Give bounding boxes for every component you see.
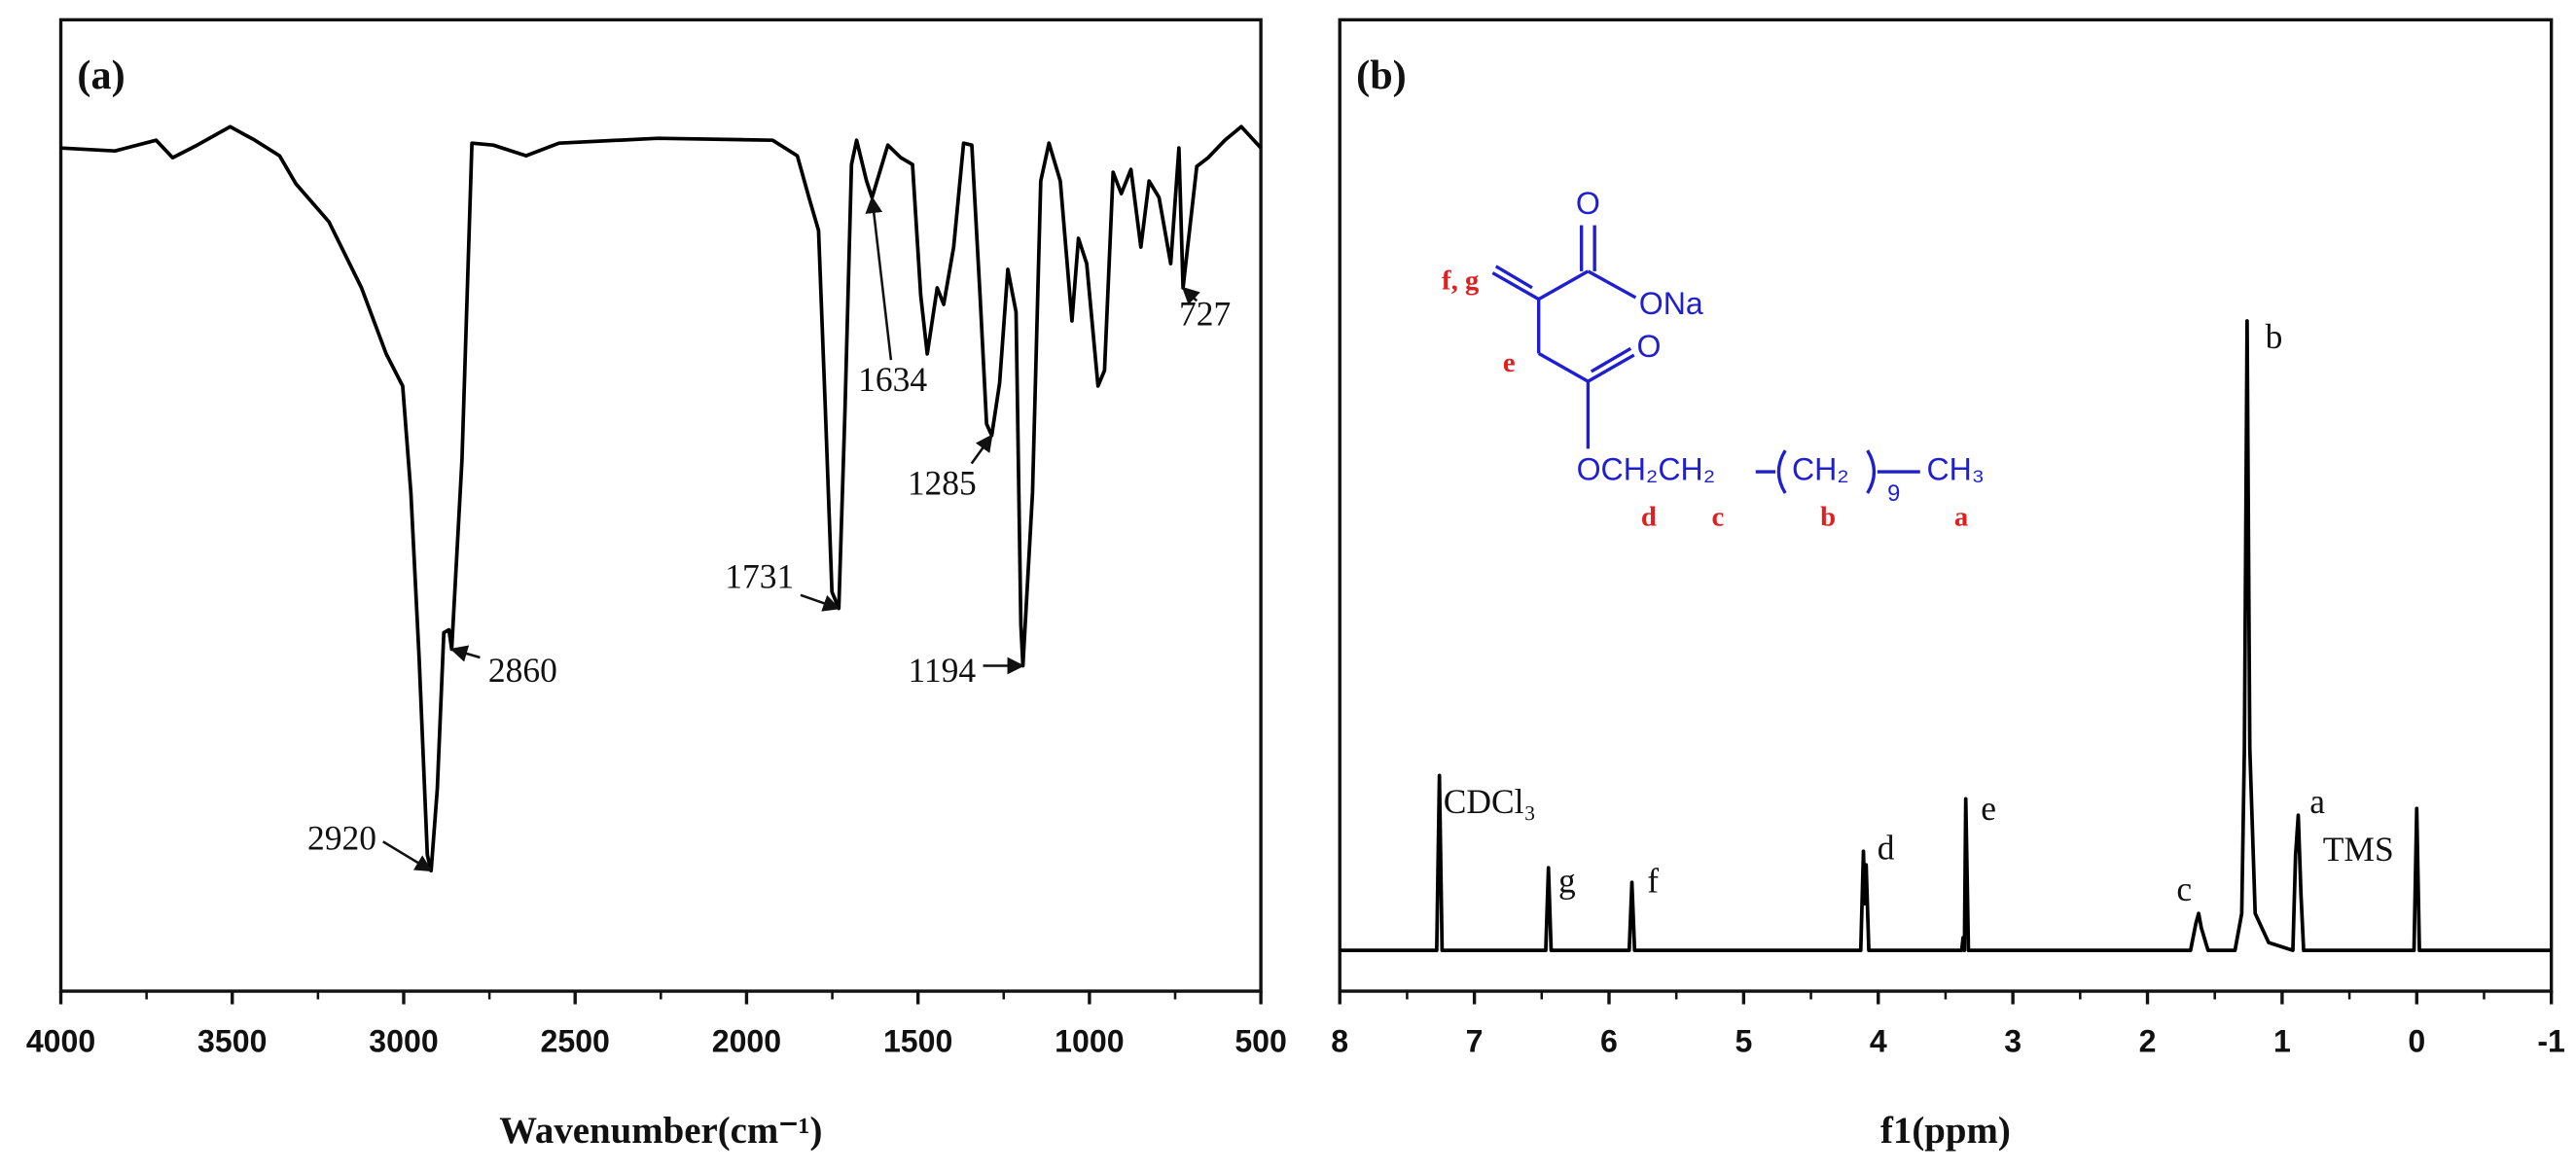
atom: ONa bbox=[1639, 286, 1703, 321]
atom: O bbox=[1636, 329, 1661, 364]
x-axis-title: Wavenumber(cm⁻¹) bbox=[499, 1110, 822, 1152]
x-tick-label: 6 bbox=[1600, 1024, 1618, 1059]
spectrum-line bbox=[1340, 319, 2552, 952]
x-tick-label: 7 bbox=[1466, 1024, 1484, 1059]
peak-label: b bbox=[2266, 317, 2283, 356]
atom: CH₃ bbox=[1927, 452, 1985, 487]
bond bbox=[1590, 346, 1632, 373]
peak-arrow bbox=[970, 434, 993, 465]
peak-label: e bbox=[1981, 789, 1996, 828]
atom: OCH₂CH₂ bbox=[1577, 452, 1716, 487]
peak-label: CDCl₃ bbox=[1444, 782, 1536, 821]
peak-label: a bbox=[2309, 782, 2325, 821]
peak-arrow bbox=[800, 593, 841, 612]
peak-label: 1194 bbox=[908, 651, 976, 690]
x-tick-label: 4 bbox=[1870, 1024, 1887, 1059]
proton-label: f, g bbox=[1442, 265, 1480, 296]
x-tick-label: 2500 bbox=[541, 1024, 610, 1059]
peak-label: 1731 bbox=[725, 557, 794, 596]
peak-label: 2860 bbox=[488, 651, 557, 690]
atom: CH₂ bbox=[1792, 452, 1849, 487]
peak-label: d bbox=[1878, 829, 1895, 868]
peak-arrow bbox=[382, 840, 433, 872]
x-tick-label: -1 bbox=[2537, 1024, 2565, 1059]
bond bbox=[1491, 271, 1540, 302]
bond bbox=[1537, 351, 1590, 383]
atom: 9 bbox=[1887, 481, 1900, 507]
peak-arrow bbox=[865, 195, 893, 361]
spectrum-line bbox=[60, 124, 1263, 873]
bond bbox=[1494, 265, 1533, 290]
bracket bbox=[1776, 449, 1787, 494]
proton-label: b bbox=[1820, 502, 1836, 533]
peak-label: 1285 bbox=[908, 463, 977, 502]
bond bbox=[1587, 353, 1635, 383]
x-tick-label: 4000 bbox=[26, 1024, 95, 1059]
peak-label: c bbox=[2176, 870, 2192, 908]
x-tick-label: 2000 bbox=[712, 1024, 781, 1059]
peak-label: TMS bbox=[2323, 830, 2394, 869]
x-tick-label: 3 bbox=[2004, 1024, 2021, 1059]
x-tick-label: 1500 bbox=[883, 1024, 952, 1059]
peak-label: f bbox=[1647, 861, 1659, 900]
panel-label: (b) bbox=[1356, 53, 1407, 98]
x-tick-label: 8 bbox=[1331, 1024, 1348, 1059]
panel-label: (a) bbox=[77, 53, 125, 98]
peak-label: g bbox=[1558, 861, 1576, 900]
x-tick-label: 2 bbox=[2139, 1024, 2157, 1059]
peak-label: 727 bbox=[1179, 294, 1231, 333]
proton-label: e bbox=[1503, 347, 1516, 378]
chemical-structure: O ONa O OCH₂CH₂ CH₂ 9 CH₃ f, g e d c b a bbox=[1442, 186, 1985, 533]
atom: O bbox=[1576, 186, 1600, 221]
x-axis-title: f1(ppm) bbox=[1880, 1110, 2011, 1152]
peak-arrow bbox=[449, 645, 481, 662]
x-tick-label: 1000 bbox=[1055, 1024, 1124, 1059]
x-tick-label: 3500 bbox=[197, 1024, 267, 1059]
bracket bbox=[1866, 449, 1877, 494]
x-tick-label: 5 bbox=[1735, 1024, 1752, 1059]
proton-label: c bbox=[1712, 502, 1725, 533]
peak-label: 1634 bbox=[858, 360, 927, 399]
bond bbox=[1587, 269, 1637, 300]
proton-label: a bbox=[1954, 502, 1968, 533]
plot-frame bbox=[58, 18, 1263, 993]
peak-arrow bbox=[1181, 286, 1200, 305]
x-tick-label: 0 bbox=[2408, 1024, 2425, 1059]
proton-label: d bbox=[1641, 502, 1657, 533]
x-tick-label: 3000 bbox=[369, 1024, 438, 1059]
peak-label: 2920 bbox=[307, 818, 376, 857]
x-tick-label: 1 bbox=[2273, 1024, 2291, 1059]
x-tick-label: 500 bbox=[1234, 1024, 1287, 1059]
bond bbox=[1537, 269, 1590, 302]
